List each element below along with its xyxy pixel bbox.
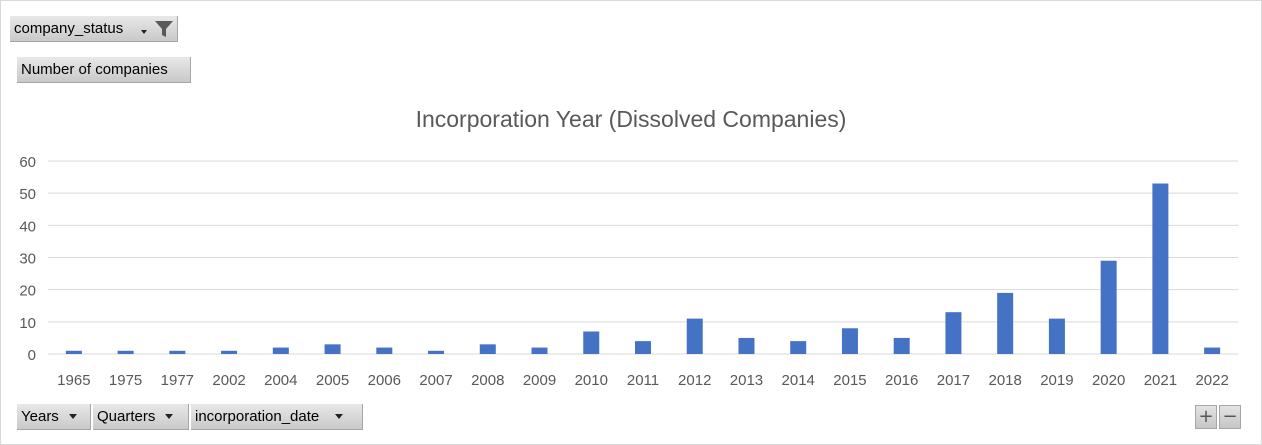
chevron-down-icon[interactable] <box>335 414 344 419</box>
axis-field-years-button[interactable]: Years <box>17 404 91 430</box>
x-tick-label: 2006 <box>368 372 401 389</box>
bar-2019[interactable] <box>1048 318 1065 354</box>
bars <box>65 183 1221 354</box>
x-tick-label: 2004 <box>264 372 297 389</box>
expand-field-button[interactable]: + <box>1195 405 1217 429</box>
bar-2004[interactable] <box>272 347 289 354</box>
bar-2008[interactable] <box>479 344 496 354</box>
bar-1965[interactable] <box>65 350 82 354</box>
axis-field-quarters-label: Quarters <box>97 408 156 425</box>
bar-2006[interactable] <box>376 347 393 354</box>
filter-field-button[interactable]: company_status <box>10 16 178 42</box>
bar-2017[interactable] <box>945 312 962 354</box>
value-field-label: Number of companies <box>21 61 168 78</box>
bar-2010[interactable] <box>583 331 600 354</box>
y-tick-label: 10 <box>19 315 36 332</box>
x-tick-label: 1975 <box>109 372 142 389</box>
bar-1977[interactable] <box>169 350 186 354</box>
chevron-down-icon[interactable] <box>141 29 148 34</box>
y-axis-ticks: 0 10 20 30 40 50 60 <box>19 154 36 364</box>
chart-title: Incorporation Year (Dissolved Companies) <box>416 106 847 132</box>
x-axis-ticks: 1965 1975 1977 2002 2004 2005 2006 2007 2008 2009… <box>57 372 1229 389</box>
bar-2012[interactable] <box>686 318 703 354</box>
gridlines <box>48 160 1238 355</box>
x-tick-label: 2013 <box>730 372 763 389</box>
bar-2011[interactable] <box>635 341 651 354</box>
bar-2015[interactable] <box>841 328 858 354</box>
x-tick-label: 2008 <box>471 372 504 389</box>
x-tick-label: 2014 <box>782 372 815 389</box>
bar-2018[interactable] <box>997 292 1014 354</box>
chevron-down-icon[interactable] <box>68 414 77 419</box>
y-tick-label: 60 <box>19 154 36 171</box>
y-tick-label: 50 <box>19 186 36 203</box>
x-tick-label: 2015 <box>833 372 866 389</box>
x-tick-label: 1965 <box>57 372 90 389</box>
chevron-down-icon[interactable] <box>165 414 174 419</box>
x-tick-label: 2019 <box>1040 372 1073 389</box>
x-tick-label: 1977 <box>161 372 194 389</box>
bar-2020[interactable] <box>1100 260 1117 354</box>
axis-field-years-label: Years <box>21 408 59 425</box>
axis-field-quarters-button[interactable]: Quarters <box>93 404 189 430</box>
x-tick-label: 2007 <box>419 372 452 389</box>
x-tick-label: 2020 <box>1092 372 1125 389</box>
y-tick-label: 20 <box>19 283 36 300</box>
x-tick-label: 2002 <box>212 372 245 389</box>
x-tick-label: 2005 <box>316 372 349 389</box>
x-tick-label: 2012 <box>678 372 711 389</box>
y-tick-label: 30 <box>19 251 36 268</box>
bar-2016[interactable] <box>893 337 910 354</box>
bar-2021[interactable] <box>1152 183 1169 354</box>
bar-2002[interactable] <box>221 350 238 354</box>
bar-2007[interactable] <box>428 350 445 354</box>
value-field-button[interactable]: Number of companies <box>17 57 191 83</box>
x-tick-label: 2010 <box>575 372 608 389</box>
y-tick-label: 0 <box>28 347 36 364</box>
bar-1975[interactable] <box>117 350 134 354</box>
x-tick-label: 2021 <box>1144 372 1177 389</box>
x-tick-label: 2009 <box>523 372 556 389</box>
bar-2005[interactable] <box>324 344 341 354</box>
bar-2022[interactable] <box>1204 347 1221 354</box>
x-tick-label: 2022 <box>1195 372 1228 389</box>
bar-2014[interactable] <box>790 341 807 354</box>
filter-field-label: company_status <box>14 20 124 37</box>
x-tick-label: 2017 <box>937 372 970 389</box>
x-tick-label: 2018 <box>988 372 1021 389</box>
x-tick-label: 2016 <box>885 372 918 389</box>
axis-field-incorporation-date-button[interactable]: incorporation_date <box>191 404 363 430</box>
axis-field-incorporation-date-label: incorporation_date <box>195 408 320 425</box>
collapse-field-button[interactable]: − <box>1219 405 1241 429</box>
bar-2013[interactable] <box>738 337 755 354</box>
y-tick-label: 40 <box>19 218 36 235</box>
funnel-icon[interactable] <box>154 19 174 39</box>
x-tick-label: 2011 <box>627 372 659 389</box>
bar-2009[interactable] <box>531 347 548 354</box>
